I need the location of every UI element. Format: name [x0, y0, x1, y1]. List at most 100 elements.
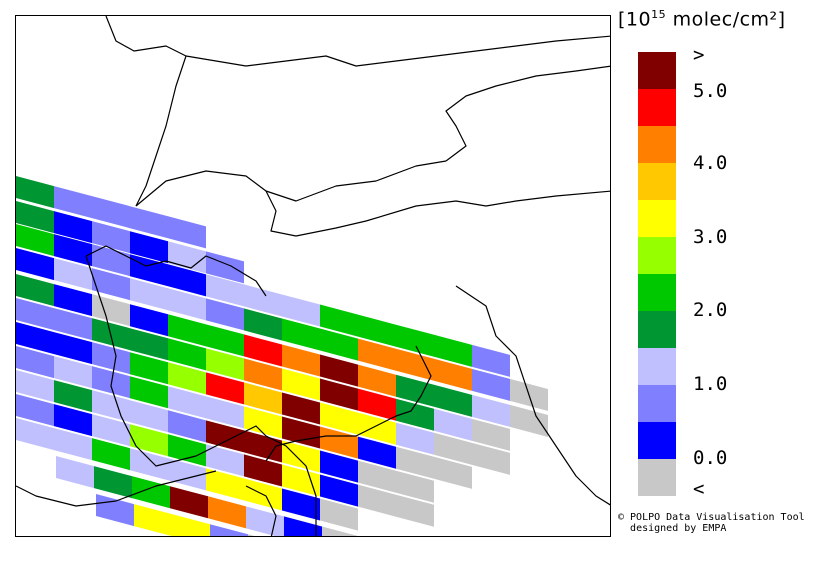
map-pixel: [168, 241, 206, 274]
map-pixel: [248, 534, 255, 536]
map-pixel: [54, 428, 92, 461]
map-pixel: [170, 486, 208, 519]
map-pixel: [396, 398, 434, 431]
map-pixel: [92, 244, 130, 277]
map-pixel: [130, 278, 168, 311]
map-pixel: [54, 284, 92, 317]
map-pixel: [92, 438, 130, 471]
map-pixel: [168, 338, 206, 371]
map-pixel: [282, 416, 320, 449]
map-pixel: [130, 376, 168, 409]
map-pixel: [320, 304, 358, 337]
map-pixel: [16, 176, 54, 209]
map-pixel: [130, 304, 168, 337]
border-line: [85, 255, 177, 467]
map-pixel: [54, 332, 92, 365]
map-pixel: [434, 334, 472, 367]
colorbar-swatch: [638, 348, 676, 385]
border-line: [185, 35, 610, 67]
map-pixel: [54, 356, 92, 389]
map-pixel: [396, 470, 434, 503]
map-pixel: [168, 314, 206, 347]
colorbar-tick-label: <: [693, 478, 705, 500]
colorbar-swatch: [638, 274, 676, 311]
map-pixel: [244, 406, 282, 439]
colorbar-tick-label: >: [693, 44, 705, 66]
colorbar-tick-label: 0.0: [693, 447, 728, 469]
map-pixel: [396, 348, 434, 381]
map-panel: [15, 15, 611, 537]
map-pixel: [206, 468, 244, 501]
map-pixel: [16, 248, 54, 281]
colorbar-tick-label: 3.0: [693, 226, 728, 248]
colorbar-swatch: [638, 311, 676, 348]
map-pixel: [282, 368, 320, 401]
map-pixel: [396, 374, 434, 407]
map-pixel: [434, 432, 472, 465]
satellite-map[interactable]: [16, 16, 611, 537]
colorbar-swatch: [638, 163, 676, 200]
map-pixel: [434, 408, 472, 441]
map-pixel: [396, 494, 434, 527]
map-pixel: [16, 298, 54, 331]
map-pixel: [472, 442, 510, 475]
credit-text: © POLPO Data Visualisation Tool designed…: [618, 512, 805, 534]
colorbar-swatch: [638, 126, 676, 163]
map-pixel: [132, 476, 170, 509]
map-pixel: [206, 372, 244, 405]
border-line: [455, 285, 610, 506]
map-pixel: [96, 494, 134, 527]
map-pixel: [358, 364, 396, 397]
map-pixel: [320, 426, 358, 459]
map-pixel: [320, 450, 358, 483]
unit-exponent: 15: [651, 8, 667, 21]
map-pixel: [54, 308, 92, 341]
map-pixel: [130, 448, 168, 481]
map-pixel: [16, 418, 54, 451]
border-line: [16, 470, 217, 507]
map-pixel: [434, 456, 472, 489]
map-pixel: [56, 456, 94, 489]
border-line: [245, 485, 277, 536]
map-pixel: [54, 234, 92, 267]
map-pixel: [358, 388, 396, 421]
map-pixel: [358, 338, 396, 371]
map-pixel: [322, 526, 358, 536]
country-borders: [16, 16, 610, 536]
border-line: [85, 245, 267, 297]
border-line: [265, 190, 610, 237]
map-pixel: [210, 524, 248, 536]
border-line: [135, 160, 447, 207]
unit-label: [1015 molec/cm²]: [618, 8, 786, 30]
map-pixel: [206, 396, 244, 429]
map-pixel: [282, 318, 320, 351]
map-pixel: [16, 370, 54, 403]
map-pixel: [92, 414, 130, 447]
map-pixel: [168, 386, 206, 419]
map-pixel: [284, 516, 322, 536]
map-pixel: [472, 394, 510, 427]
map-pixel: [206, 348, 244, 381]
map-pixel: [472, 368, 510, 401]
map-pixel: [130, 424, 168, 457]
map-pixel: [244, 334, 282, 367]
map-pixel: [130, 328, 168, 361]
map-pixel: [358, 436, 396, 469]
map-pixel: [168, 264, 206, 297]
map-pixel: [320, 474, 358, 507]
map-pixel: [244, 382, 282, 415]
map-pixel: [94, 466, 132, 499]
map-pixel: [320, 328, 358, 361]
map-pixel: [54, 186, 92, 219]
map-pixel: [168, 216, 206, 249]
colorbar-tick-label: 5.0: [693, 80, 728, 102]
map-pixel: [320, 402, 358, 435]
map-pixel: [434, 384, 472, 417]
map-pixel: [206, 324, 244, 357]
data-pixels: [16, 176, 548, 536]
map-pixel: [134, 504, 172, 536]
map-pixel: [434, 358, 472, 391]
map-pixel: [16, 346, 54, 379]
colorbar-tick-label: 1.0: [693, 373, 728, 395]
map-pixel: [472, 418, 510, 451]
